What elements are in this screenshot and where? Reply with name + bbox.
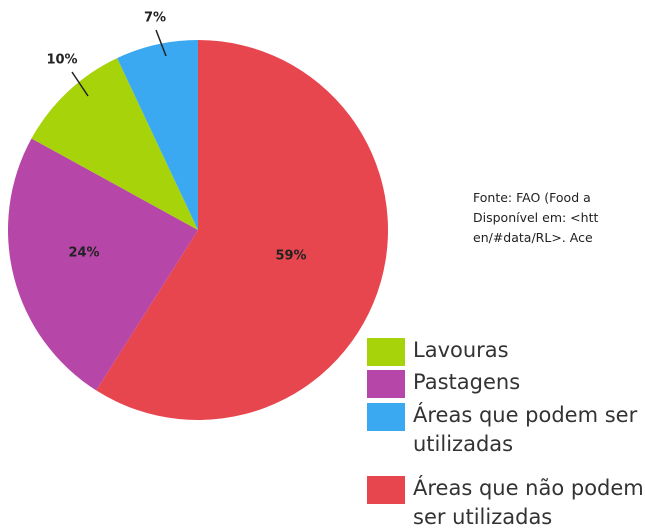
source-text: Disponível em: <htt xyxy=(473,210,599,225)
legend-label: Pastagens xyxy=(413,370,521,394)
pie-slice xyxy=(7,138,199,391)
value-label: 10% xyxy=(46,53,77,68)
legend-swatch xyxy=(367,476,405,504)
legend-label: Lavouras xyxy=(413,338,509,362)
legend-swatch xyxy=(367,370,405,398)
leader-line xyxy=(155,29,167,57)
legend-swatch xyxy=(367,338,405,366)
source-text: en/#data/RL>. Ace xyxy=(473,230,593,245)
pie-slice xyxy=(117,40,198,230)
value-label: 59% xyxy=(275,249,306,264)
leader-line xyxy=(71,71,89,97)
legend-swatch xyxy=(367,403,405,431)
value-label: 24% xyxy=(68,246,99,261)
pie-slice xyxy=(96,40,388,420)
value-label: 7% xyxy=(144,11,166,26)
legend-label: Áreas que podem ser utilizadas xyxy=(413,403,638,456)
pie-slice xyxy=(31,58,199,231)
source-text: Fonte: FAO (Food a xyxy=(473,190,591,205)
legend-label: Áreas que não podem ser utilizadas xyxy=(413,476,644,528)
